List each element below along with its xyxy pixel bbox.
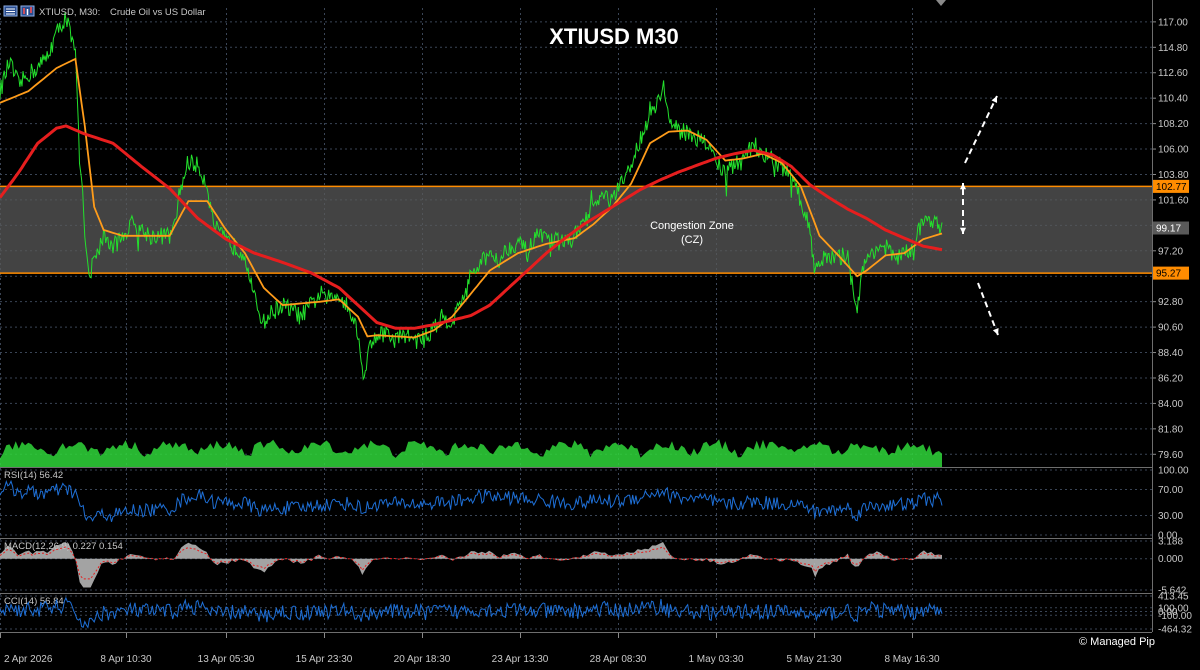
macd-signal-line (0, 546, 943, 580)
symbol-description: Crude Oil vs US Dollar (110, 7, 206, 18)
current-price-tag-text: 99.17 (1156, 224, 1181, 235)
arrow-range-up-head (959, 183, 967, 190)
indicator-tick-label: -464.32 (1158, 625, 1192, 636)
scroll-marker-icon[interactable] (936, 0, 946, 6)
watermark: © Managed Pip (1079, 636, 1155, 648)
y-tick-label: 101.60 (1158, 195, 1189, 206)
x-tick-label: 23 Apr 13:30 (492, 654, 549, 665)
price-axis: 117.00 114.80 112.60 110.40 108.20 106.00 103.… (1152, 17, 1189, 461)
volume-histogram (0, 439, 942, 467)
y-tick-label: 90.60 (1158, 323, 1183, 334)
y-tick-label: 88.40 (1158, 348, 1183, 359)
x-tick-label: 2 Apr 2026 (4, 654, 53, 665)
indicator-tick-label: 3.188 (1158, 537, 1183, 548)
indicator-tick-label: 0.00 (1158, 607, 1178, 618)
y-tick-label: 117.00 (1158, 17, 1188, 28)
y-tick-label: 79.60 (1158, 450, 1183, 461)
chart-title: XTIUSD M30 (549, 24, 679, 49)
y-tick-label: 97.20 (1158, 246, 1183, 257)
zone-label: Congestion Zone (650, 220, 734, 232)
y-tick-label: 103.80 (1158, 170, 1189, 181)
x-tick-label: 5 May 21:30 (786, 654, 841, 665)
indicator-label: CCI(14) 56.84 (4, 596, 64, 607)
y-tick-label: 108.20 (1158, 119, 1189, 130)
indicator-tick-label: 70.00 (1158, 485, 1183, 496)
y-tick-label: 114.80 (1158, 43, 1188, 54)
arrow-range-down-head (959, 227, 967, 234)
x-tick-label: 15 Apr 23:30 (296, 654, 353, 665)
zone-lower-price-tag-text: 95.27 (1156, 269, 1181, 280)
breakout-arrows (959, 95, 999, 336)
arrow-up-breakout-head (991, 96, 998, 103)
indicator-tick-label: 30.00 (1158, 511, 1183, 522)
indicator-tick-label: 0.00 (1158, 531, 1178, 542)
ema-fast-line (0, 57, 943, 339)
cci-line (0, 596, 943, 629)
arrow-down-breakout-head (992, 328, 999, 335)
x-tick-label: 20 Apr 18:30 (394, 654, 451, 665)
x-tick-label: 13 Apr 05:30 (198, 654, 255, 665)
y-tick-label: 92.80 (1158, 297, 1183, 308)
x-tick-label: 1 May 03:30 (688, 654, 743, 665)
zone-lower-price-tag (1153, 266, 1189, 280)
price-tags: 102.77 99.17 95.27 (1153, 179, 1189, 280)
arrow-up-breakout (964, 95, 998, 164)
macd-histogram (0, 542, 942, 588)
rsi-panel: RSI(14) 56.42 100.00 70.00 30.00 0.00 (0, 466, 1189, 542)
header: XTIUSD, M30: Crude Oil vs US Dollar XTIU… (3, 0, 946, 49)
x-tick-label: 28 Apr 08:30 (590, 654, 647, 665)
y-tick-label: 86.20 (1158, 373, 1183, 384)
ema-slow-line (0, 124, 943, 330)
indicator-tick-label: -5.642 (1158, 586, 1187, 597)
y-tick-label: 81.80 (1158, 424, 1183, 435)
indicator-tick-label: -100.00 (1158, 611, 1192, 622)
zone-upper-price-tag-text: 102.77 (1156, 182, 1187, 193)
indicator-tick-label: 100.00 (1158, 603, 1189, 614)
y-tick-label: 110.40 (1158, 94, 1188, 105)
indicator-tick-label: 413.45 (1158, 592, 1189, 603)
zone-upper-price-tag (1153, 179, 1189, 193)
price-series-line (0, 12, 943, 381)
indicator-tick-label: 100.00 (1158, 466, 1189, 477)
symbol-label: XTIUSD, M30: (39, 7, 100, 18)
time-axis: 2 Apr 2026 8 Apr 10:30 13 Apr 05:30 15 Apr … (0, 632, 940, 665)
y-tick-label: 84.00 (1158, 399, 1183, 410)
x-tick-label: 8 Apr 10:30 (100, 654, 152, 665)
indicator-label: RSI(14) 56.42 (4, 470, 63, 481)
indicator-tick-label: 0.000 (1158, 554, 1183, 565)
rsi-line (0, 479, 943, 522)
y-tick-label: 106.00 (1158, 145, 1189, 156)
y-tick-label: 112.60 (1158, 68, 1188, 79)
x-tick-label: 8 May 16:30 (884, 654, 939, 665)
current-price-tag (1153, 221, 1189, 235)
macd-panel: MACD(12,26,9) 0.227 0.1543.1880.000-5.64… (0, 537, 1187, 597)
zone-label-abbr: (CZ) (681, 234, 703, 246)
